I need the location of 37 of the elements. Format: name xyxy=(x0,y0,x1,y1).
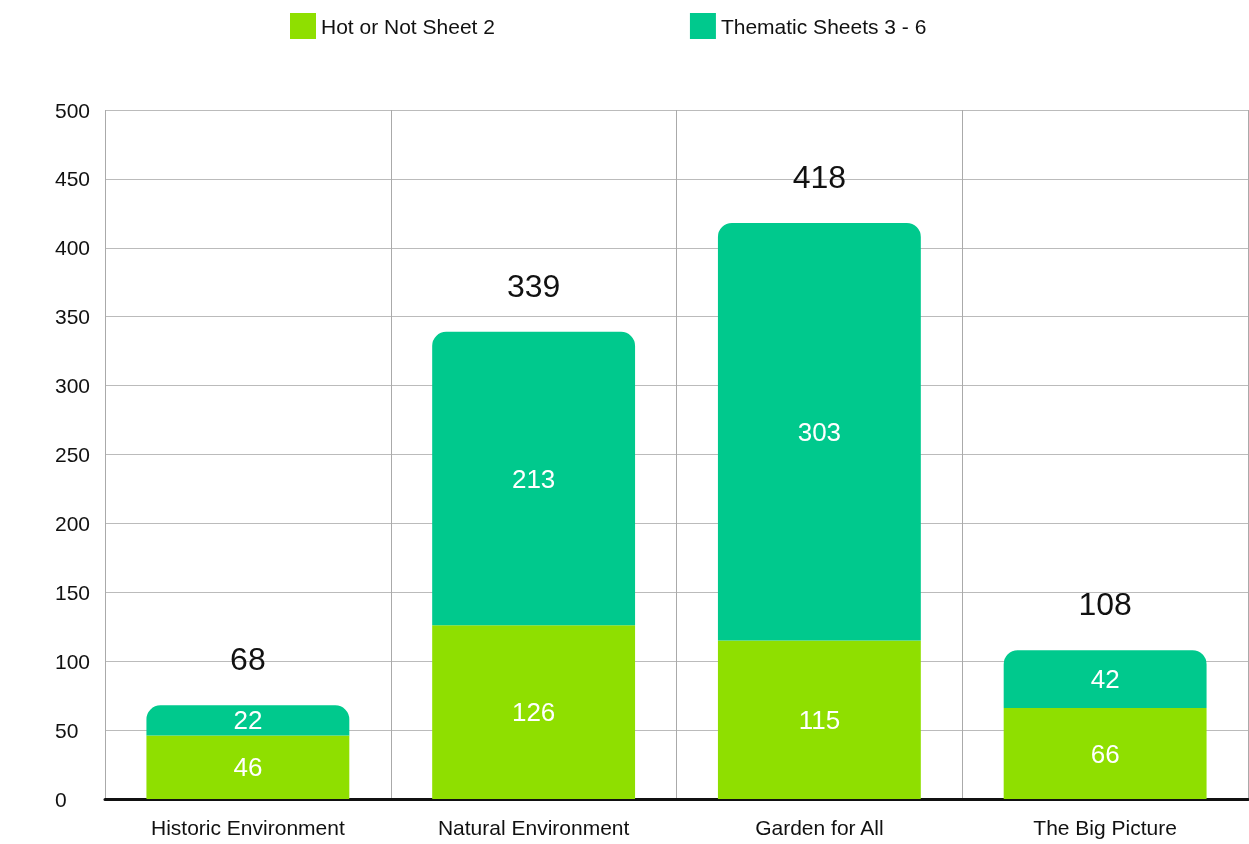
total-label: 339 xyxy=(506,267,561,304)
y-tick-label: 0 xyxy=(55,787,67,811)
y-tick-label: 500 xyxy=(55,98,91,122)
y-tick-label: 200 xyxy=(55,511,91,535)
y-tick-label: 50 xyxy=(55,718,79,742)
data-label: 213 xyxy=(511,463,556,494)
x-tick-label: Garden for All xyxy=(755,816,884,839)
legend-label: Hot or Not Sheet 2 xyxy=(321,14,495,38)
bar xyxy=(717,640,921,799)
data-label: 46 xyxy=(233,752,263,783)
bar xyxy=(717,223,921,641)
bar xyxy=(146,705,350,736)
total-label: 68 xyxy=(230,641,266,678)
data-label: 22 xyxy=(233,705,263,736)
bar xyxy=(146,735,350,799)
bar xyxy=(1003,708,1207,799)
data-label: 115 xyxy=(798,704,841,735)
x-tick-label: Historic Environment xyxy=(151,816,345,839)
y-tick-label: 250 xyxy=(55,443,91,466)
total-label: 108 xyxy=(1078,586,1132,623)
total-label: 418 xyxy=(792,159,847,195)
x-tick-label: The Big Picture xyxy=(1033,816,1177,839)
y-tick-label: 100 xyxy=(55,649,91,673)
bar xyxy=(432,625,636,799)
data-label: 303 xyxy=(797,416,842,447)
y-tick-label: 450 xyxy=(55,167,91,191)
x-tick-label: Natural Environment xyxy=(437,816,630,839)
y-tick-label: 400 xyxy=(55,236,91,260)
legend-label: Thematic Sheets 3 - 6 xyxy=(720,14,927,38)
bar xyxy=(432,331,636,626)
data-label: 42 xyxy=(1090,664,1120,695)
y-tick-label: 300 xyxy=(55,374,91,398)
y-tick-label: 150 xyxy=(55,580,91,604)
data-label: 66 xyxy=(1090,738,1120,769)
y-tick-label: 350 xyxy=(55,305,91,329)
data-label: 126 xyxy=(511,697,556,728)
bar xyxy=(1003,650,1207,709)
